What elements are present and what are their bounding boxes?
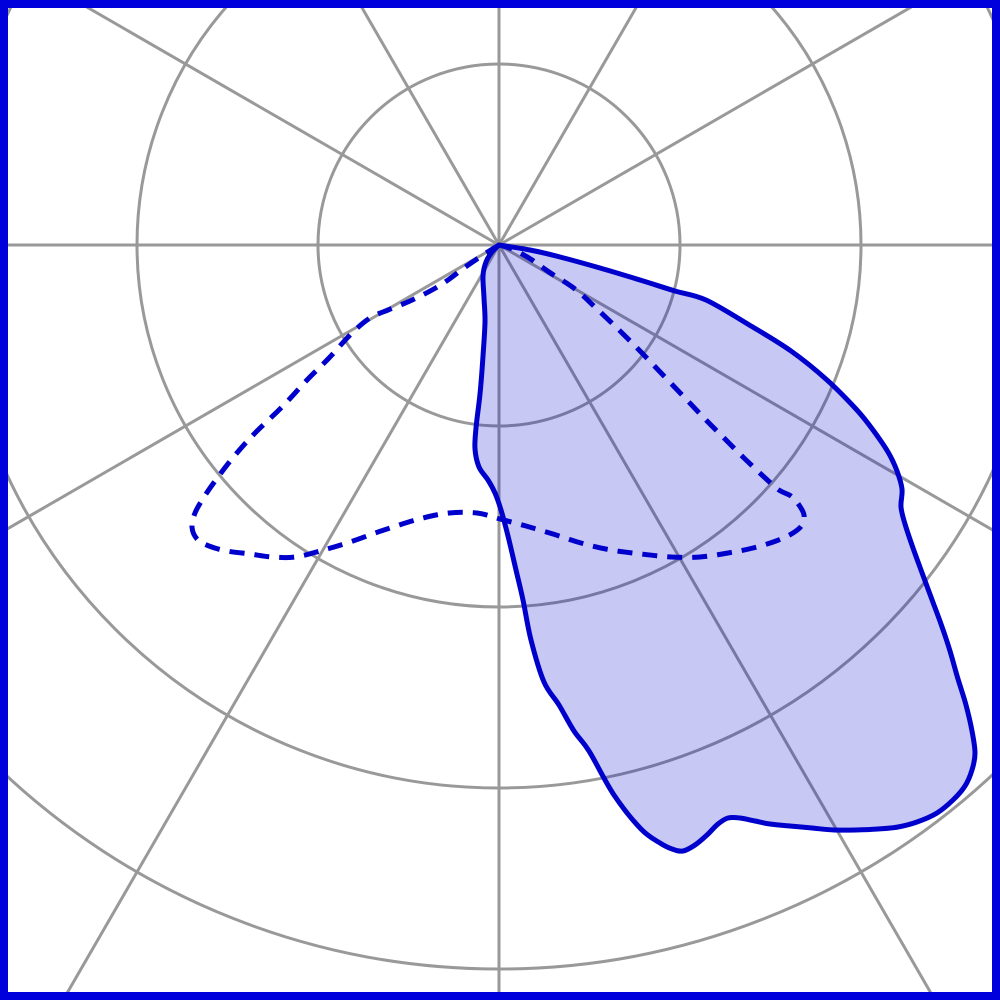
main-lobe-solid-series (472, 242, 978, 854)
side-lobes-dashed-series (189, 242, 807, 561)
